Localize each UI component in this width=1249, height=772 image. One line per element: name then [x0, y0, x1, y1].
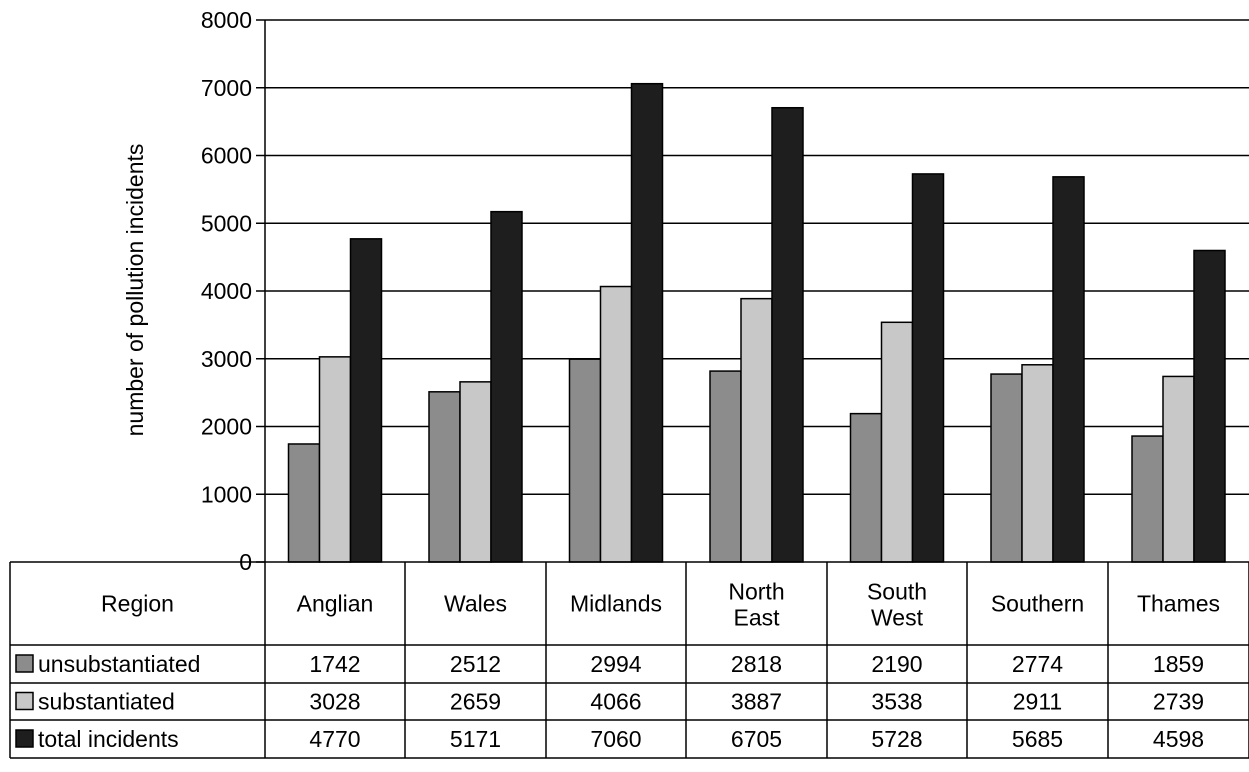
data-label: 6705 [731, 726, 782, 752]
bar-total-incidents-thames [1193, 249, 1226, 563]
x-tick-label: Midlands [570, 591, 662, 617]
legend-swatch-unsubstantiated [15, 654, 34, 673]
data-label: 1859 [1153, 651, 1204, 677]
x-tick-label: North [728, 579, 784, 605]
y-tick-label: 1000 [201, 481, 252, 507]
data-label: 5685 [1012, 726, 1063, 752]
data-label: 4770 [309, 726, 360, 752]
data-label: 4598 [1153, 726, 1204, 752]
data-label: 3028 [309, 689, 360, 715]
bar-total-incidents-wales [490, 210, 523, 563]
bar-unsubstantiated-anglian [287, 443, 321, 563]
legend-label: total incidents [38, 726, 179, 752]
bar-unsubstantiated-wales [428, 391, 461, 563]
bars [287, 82, 1226, 563]
y-tick-label: 6000 [201, 143, 252, 169]
y-tick-label: 8000 [201, 7, 252, 33]
legend-swatch-total-incidents [15, 729, 34, 748]
y-tick-label: 5000 [201, 210, 252, 236]
data-label: 1742 [309, 651, 360, 677]
x-tick-label: East [733, 605, 780, 631]
data-label: 2512 [450, 651, 501, 677]
bar-total-incidents-southern [1052, 176, 1085, 563]
table-header-region: Region [101, 591, 174, 617]
data-label: 3887 [731, 689, 782, 715]
data-label: 2190 [871, 651, 922, 677]
x-tick-label: Southern [991, 591, 1084, 617]
data-label: 2739 [1153, 689, 1204, 715]
bar-total-incidents-south-west [911, 173, 945, 563]
y-tick-label: 7000 [201, 75, 252, 101]
data-label: 5728 [871, 726, 922, 752]
bar-substantiated-anglian [318, 356, 352, 563]
bar-unsubstantiated-southern [990, 373, 1023, 563]
bar-total-incidents-anglian [349, 238, 383, 563]
bar-total-incidents-north-east [771, 106, 804, 563]
bar-substantiated-south-west [880, 321, 914, 563]
data-label: 2659 [450, 689, 501, 715]
bar-unsubstantiated-midlands [568, 358, 602, 563]
bar-substantiated-southern [1021, 364, 1054, 563]
data-label: 7060 [590, 726, 641, 752]
legend-swatch-substantiated [15, 691, 34, 711]
data-label: 3538 [871, 689, 922, 715]
data-label: 4066 [590, 689, 641, 715]
y-tick-label: 4000 [201, 278, 252, 304]
bar-total-incidents-midlands [630, 82, 664, 563]
bar-unsubstantiated-south-west [849, 412, 883, 563]
y-tick-label: 3000 [201, 346, 252, 372]
bar-unsubstantiated-thames [1131, 435, 1164, 563]
bar-substantiated-thames [1162, 375, 1195, 563]
data-label: 2818 [731, 651, 782, 677]
bar-unsubstantiated-north-east [709, 370, 742, 563]
legend-label: unsubstantiated [38, 651, 200, 677]
y-axis-title: number of pollution incidents [122, 144, 148, 437]
x-tick-label: Anglian [297, 591, 374, 617]
bar-substantiated-midlands [599, 285, 633, 563]
x-tick-label: Wales [444, 591, 507, 617]
x-tick-label: Thames [1137, 591, 1220, 617]
data-label: 2994 [590, 651, 641, 677]
x-tick-label: South [867, 579, 927, 605]
bar-substantiated-wales [459, 381, 492, 563]
bar-substantiated-north-east [740, 297, 773, 563]
y-tick-label: 2000 [201, 414, 252, 440]
data-label: 2774 [1012, 651, 1063, 677]
legend-label: substantiated [38, 689, 175, 715]
data-label: 5171 [450, 726, 501, 752]
data-label: 2911 [1013, 689, 1062, 715]
x-tick-label: West [871, 605, 924, 631]
